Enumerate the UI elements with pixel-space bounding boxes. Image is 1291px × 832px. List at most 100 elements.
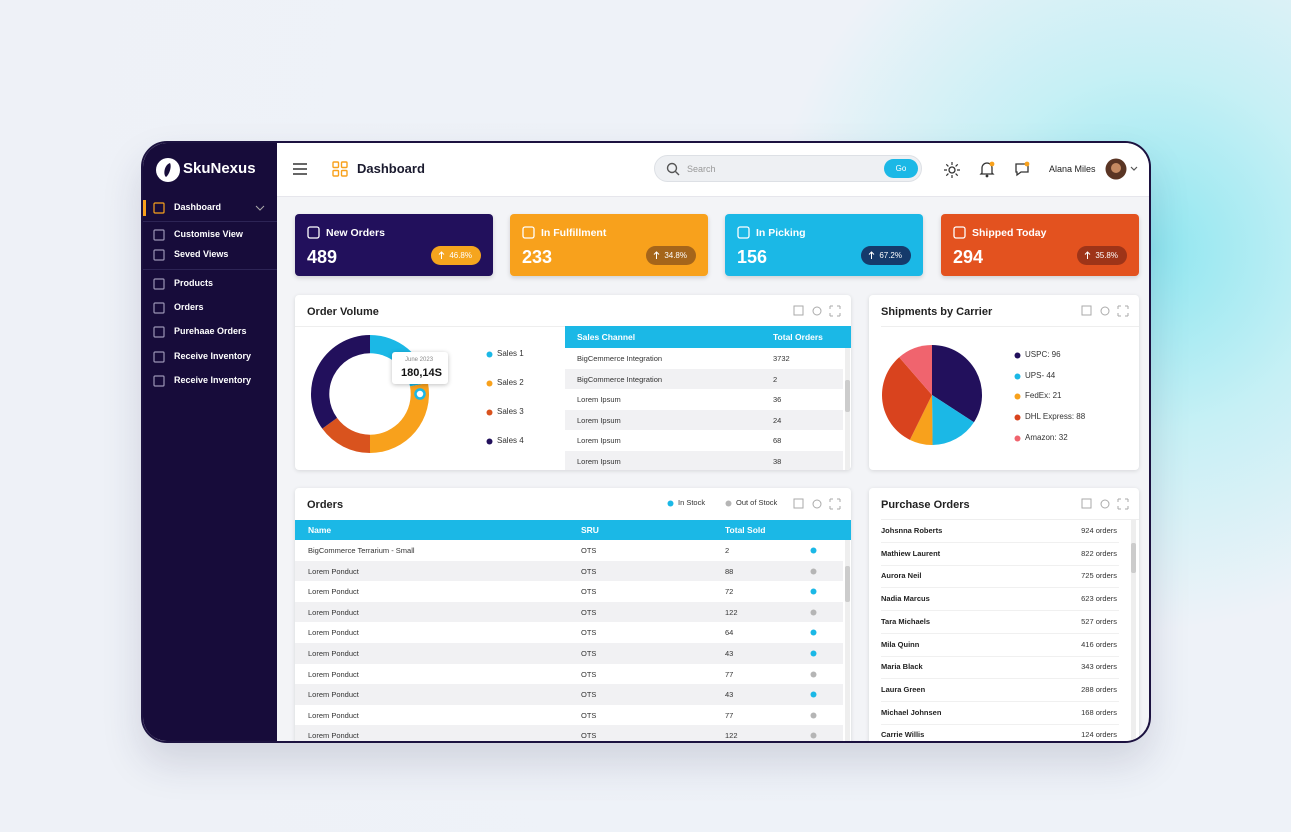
row-divider: [881, 610, 1119, 612]
order-count: 924 orders: [1081, 526, 1117, 535]
nav-item[interactable]: Receive Inventory: [174, 351, 252, 361]
dot: [810, 650, 817, 657]
icon: [153, 326, 165, 338]
kpi-change: 34.8%: [646, 246, 696, 265]
main: Dashboard Search Go Alana Miles Order Vo…: [277, 143, 1149, 741]
table-cell: Lorem Ponduct: [308, 587, 359, 597]
panel-actions: [1081, 305, 1129, 317]
kpi-value: 489: [307, 247, 338, 267]
legend-dot: [1014, 435, 1021, 442]
icon: [953, 226, 966, 239]
buyer-name: Maria Black: [881, 662, 923, 672]
kpi-card[interactable]: In Picking 156 67.2%: [725, 214, 923, 276]
stock-dot: [810, 629, 817, 636]
icon: [829, 305, 841, 317]
nav-item[interactable]: Purehaae Orders: [174, 326, 247, 336]
nav-icon: [153, 302, 165, 314]
nav-icon: [153, 229, 165, 241]
order-count: 343 orders: [1081, 662, 1117, 672]
stock-dot: [810, 712, 817, 719]
notification-icon[interactable]: [979, 161, 995, 178]
stock-dot: [810, 732, 817, 739]
kpi-change: 35.8%: [1077, 246, 1127, 265]
legend-dot: [486, 351, 493, 358]
table-cell: Lorem Ponduct: [308, 669, 359, 679]
row-divider: [881, 542, 1119, 543]
table-row: Lorem Ponduct OTS 72: [295, 581, 843, 602]
icon: [1084, 251, 1091, 259]
table-row: Lorem Ponduct OTS 77: [295, 704, 843, 726]
nav-icon: [153, 326, 165, 338]
scroll-thumb: [845, 566, 850, 602]
icon: [793, 498, 804, 509]
chat-icon[interactable]: [1014, 161, 1030, 177]
nav-item[interactable]: Receive Inventory: [174, 375, 252, 385]
dot: [810, 691, 817, 698]
slice: [882, 357, 932, 440]
slice: [932, 395, 974, 445]
table-cell: Lorem Ipsum: [577, 395, 621, 405]
tooltip-value: 180,14S: [401, 367, 442, 379]
table-cell: OTS: [581, 628, 597, 638]
dot: [486, 380, 493, 387]
icon: [1081, 498, 1092, 509]
table-cell: BigCommerce Integration: [577, 374, 663, 384]
dot: [486, 438, 493, 445]
nav-item[interactable]: Orders: [174, 302, 204, 312]
table-cell: Lorem Ponduct: [308, 607, 359, 617]
dot: [810, 629, 817, 636]
stock-dot: [810, 691, 817, 698]
search-icon: [666, 162, 680, 176]
order-count: 822 orders: [1081, 548, 1117, 558]
buyer-name: Mathiew Laurent: [881, 548, 941, 558]
table-row: Lorem Ponduct OTS 88: [295, 560, 843, 582]
search-box[interactable]: Search Go: [654, 155, 922, 182]
search-button[interactable]: Go: [884, 159, 918, 178]
nav-icon: [153, 375, 165, 387]
kpi-label: In Fulfillment: [541, 227, 607, 239]
donut-chart: [311, 335, 429, 453]
kpi-change: 67.2%: [861, 246, 911, 265]
order-count: 168 orders: [1081, 707, 1117, 717]
nav-item[interactable]: Dashboard: [174, 202, 222, 212]
scrollbar: [1131, 520, 1136, 741]
icon: [153, 375, 165, 387]
table-row: Lorem Ponduct OTS 122: [295, 601, 843, 623]
buyer-name: Tara Michaels: [881, 616, 931, 626]
dot: [1014, 352, 1021, 359]
marker: [414, 388, 426, 400]
user-avatar[interactable]: [1105, 158, 1139, 180]
order-count: 124 orders: [1081, 730, 1117, 740]
legend-dot: [1014, 373, 1021, 380]
nav-item[interactable]: Products: [174, 278, 214, 288]
nav-icon: [153, 278, 165, 290]
buyer-name: Laura Green: [881, 684, 926, 694]
kpi-card[interactable]: Shipped Today 294 35.8%: [941, 214, 1139, 276]
nav-icon: [153, 202, 165, 214]
buyer-name: Nadia Marcus: [881, 594, 930, 604]
up-arrow: [653, 251, 660, 259]
nav-icon: [153, 249, 165, 261]
nav-item[interactable]: Customise View: [174, 229, 243, 239]
kpi-card[interactable]: In Fulfillment 233 34.8%: [510, 214, 708, 276]
shipments-panel: Shipments by Carrier USPC: 96 UPS- 44 FedE…: [869, 295, 1139, 470]
dot: [810, 671, 817, 678]
user-name: Alana Miles: [1049, 164, 1096, 174]
kpi-value: 156: [737, 247, 768, 267]
dot: [1014, 435, 1021, 442]
panel-actions: [1081, 498, 1129, 510]
nav-icon: [153, 351, 165, 363]
order-count: 623 orders: [1081, 594, 1117, 604]
menu-button[interactable]: [293, 163, 307, 175]
kpi-value: 294: [953, 247, 984, 267]
table-cell: Lorem Ponduct: [308, 628, 359, 638]
table-cell: 72: [725, 587, 734, 597]
table-row: Lorem Ipsum 68: [565, 430, 843, 451]
table-row: Lorem Ponduct OTS 122: [295, 725, 843, 741]
nav-item[interactable]: Seved Views: [174, 249, 229, 259]
theme-icon[interactable]: [944, 162, 960, 178]
stock-dot: [810, 650, 817, 657]
kpi-card[interactable]: New Orders 489 46.8%: [295, 214, 493, 276]
row-divider: [881, 678, 1119, 680]
legend-dot: [667, 500, 674, 507]
